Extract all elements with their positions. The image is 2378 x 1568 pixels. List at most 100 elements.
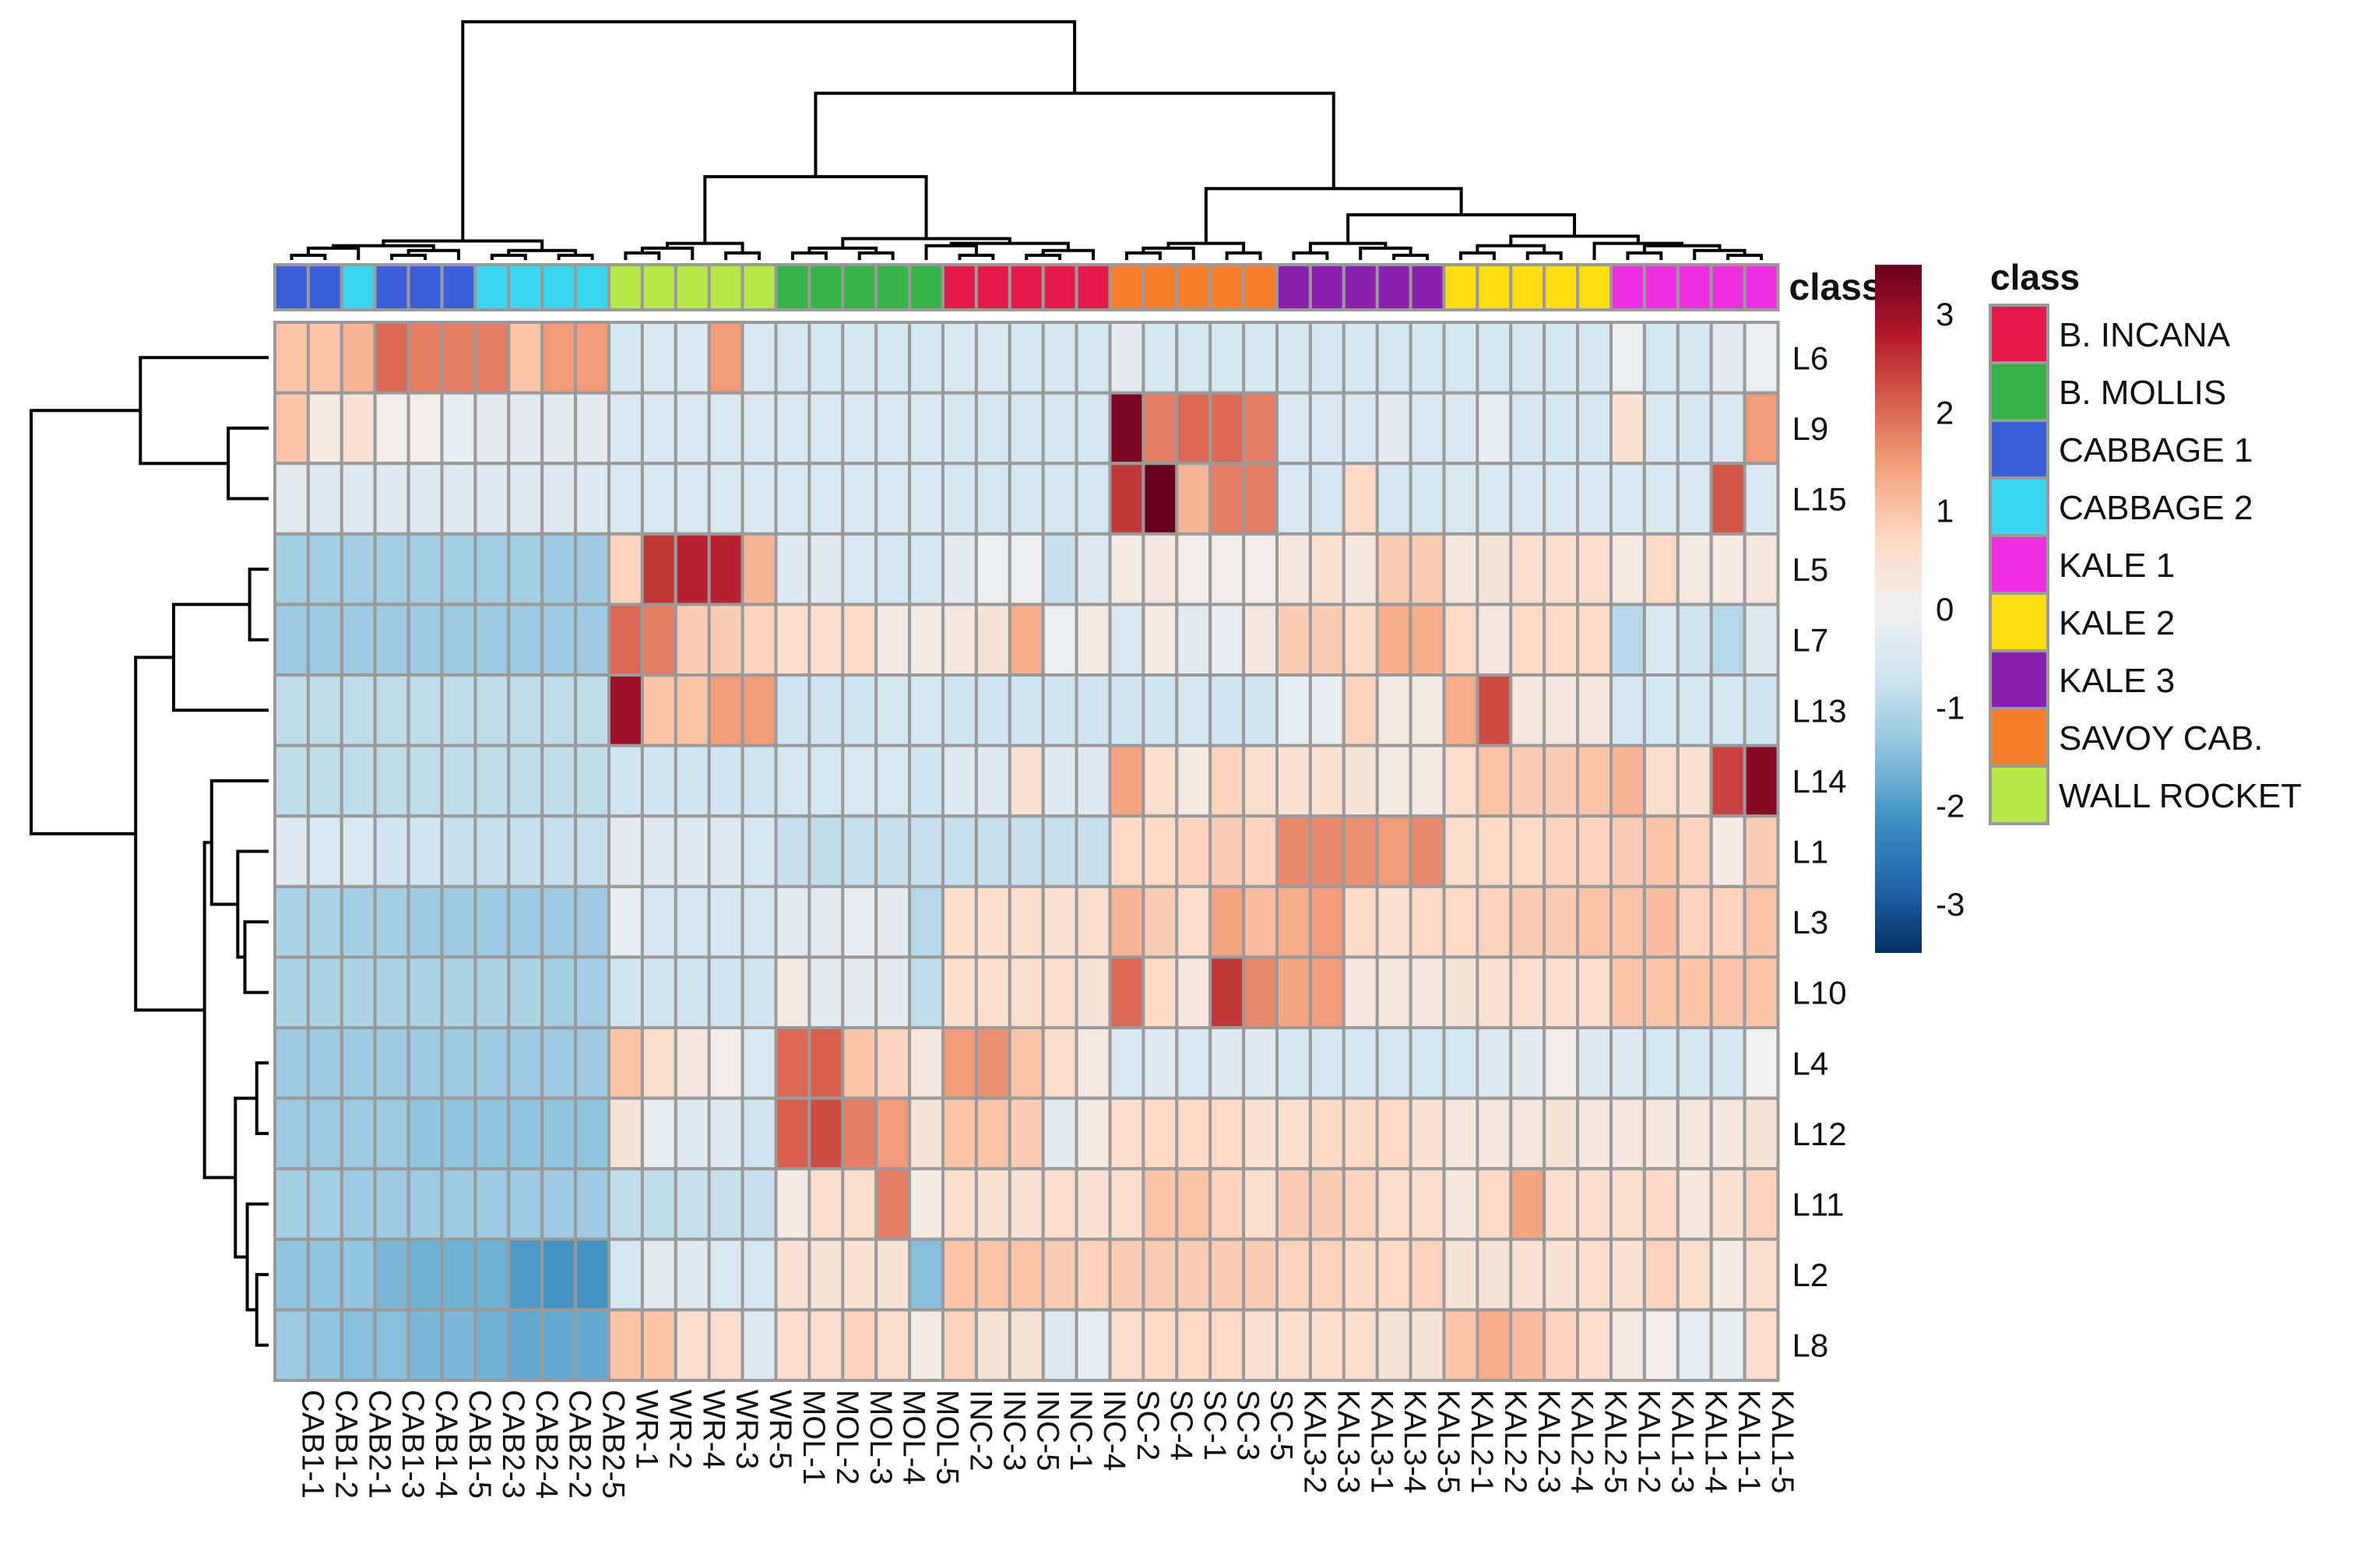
heatmap-cell	[1342, 1026, 1379, 1100]
heatmap-cell	[941, 532, 978, 606]
column-label: WR-2	[663, 1390, 697, 1469]
heatmap-cell	[440, 1026, 477, 1100]
heatmap-cell	[440, 744, 477, 818]
column-label: KAL3-4	[1398, 1390, 1432, 1493]
heatmap-cell	[1676, 1167, 1713, 1241]
heatmap-cell	[1342, 955, 1379, 1030]
heatmap-cell	[674, 814, 711, 888]
heatmap-cell	[1543, 1096, 1580, 1171]
heatmap-cell	[507, 1026, 544, 1100]
legend-swatch	[1989, 304, 2049, 364]
heatmap-cell	[1342, 673, 1379, 747]
heatmap-cell	[1041, 955, 1078, 1030]
heatmap-cell	[607, 391, 644, 466]
heatmap-cell	[740, 1308, 778, 1383]
heatmap-cell	[306, 462, 343, 536]
heatmap-cell	[941, 321, 978, 395]
heatmap-cell	[1576, 462, 1613, 536]
heatmap-cell	[774, 673, 811, 747]
column-label: CAB1-5	[463, 1390, 497, 1499]
heatmap-cell	[941, 814, 978, 888]
heatmap-cell	[974, 1026, 1011, 1100]
dendrogram-branch	[1392, 253, 1430, 260]
heatmap-cell	[1041, 744, 1078, 818]
heatmap-cell	[908, 1308, 945, 1383]
heatmap-cell	[1142, 603, 1179, 677]
column-label: SC-2	[1131, 1390, 1165, 1461]
heatmap-cell	[1509, 814, 1546, 888]
dendrogram-branch	[557, 253, 594, 260]
heatmap-cell	[1242, 462, 1279, 536]
heatmap-cell	[440, 532, 477, 606]
color-scale-tick: -1	[1936, 689, 1965, 726]
heatmap-cell	[1275, 814, 1312, 888]
heatmap-cell	[1342, 884, 1379, 959]
heatmap-cell	[1642, 1026, 1680, 1100]
heatmap-cell	[1509, 744, 1546, 818]
heatmap-cell	[1676, 1237, 1713, 1312]
annotation-cell	[1008, 263, 1045, 311]
heatmap-cell	[941, 391, 978, 466]
heatmap-cell	[740, 603, 778, 677]
heatmap-cell	[640, 1096, 677, 1171]
heatmap-cell	[974, 391, 1011, 466]
heatmap-cell	[1008, 1096, 1045, 1171]
heatmap-cell	[440, 321, 477, 395]
dendrogram-branch	[390, 253, 427, 260]
heatmap-cell	[1609, 1308, 1646, 1383]
heatmap-cell	[574, 1308, 610, 1383]
heatmap-cell	[540, 884, 578, 959]
heatmap-cell	[674, 673, 711, 747]
heatmap-cell	[774, 603, 811, 677]
heatmap-cell	[1275, 391, 1312, 466]
heatmap-cell	[1743, 744, 1780, 818]
heatmap-cell	[1075, 744, 1112, 818]
dendrogram-branch	[461, 20, 1077, 241]
heatmap-cell	[473, 814, 511, 888]
heatmap-cell	[1375, 462, 1412, 536]
heatmap-cell	[607, 884, 644, 959]
heatmap-cell	[1008, 1308, 1045, 1383]
heatmap-cell	[1342, 814, 1379, 888]
heatmap-cell	[908, 391, 945, 466]
heatmap-cell	[373, 391, 410, 466]
heatmap-cells	[273, 321, 1780, 1383]
heatmap-cell	[339, 814, 377, 888]
row-label: L10	[1792, 975, 1847, 1011]
heatmap-cell	[607, 1237, 644, 1312]
column-label: CAB1-2	[329, 1390, 363, 1499]
dendrogram-branch	[255, 1061, 269, 1135]
column-label: WR-4	[696, 1390, 730, 1469]
heatmap-cell	[1308, 1026, 1346, 1100]
heatmap-cell	[1442, 884, 1479, 959]
heatmap-cell	[1676, 321, 1713, 395]
heatmap-cell	[540, 1237, 578, 1312]
column-label: KAL3-1	[1364, 1390, 1398, 1493]
heatmap-cell	[1576, 1026, 1613, 1100]
heatmap-cell	[1609, 673, 1646, 747]
heatmap-cell	[1008, 1026, 1045, 1100]
heatmap-cell	[1442, 603, 1479, 677]
heatmap-cell	[707, 603, 744, 677]
heatmap-cell	[1409, 1096, 1446, 1171]
heatmap-cell	[273, 814, 310, 888]
heatmap-cell	[1442, 1167, 1479, 1241]
dendrogram-branch	[1124, 251, 1162, 260]
heatmap-cell	[1576, 673, 1613, 747]
heatmap-cell	[1743, 1026, 1780, 1100]
heatmap-cell	[1576, 1167, 1613, 1241]
heatmap-cell	[740, 673, 778, 747]
heatmap-cell	[908, 673, 945, 747]
annotation-cell	[740, 263, 778, 311]
heatmap-cell	[740, 321, 778, 395]
heatmap-cell	[540, 814, 578, 888]
row-labels: L6 L9 L15 L5 L7 L13 L14 L1 L3 L10 L4 L12 L11 L2 L8	[1792, 339, 1847, 1363]
heatmap-cell	[1008, 391, 1045, 466]
heatmap-cell	[707, 1308, 744, 1383]
heatmap-cell	[1642, 391, 1680, 466]
heatmap-cell	[974, 603, 1011, 677]
heatmap-cell	[841, 814, 878, 888]
heatmap-cell	[574, 1167, 610, 1241]
heatmap-cell	[841, 1026, 878, 1100]
heatmap-cell	[1041, 532, 1078, 606]
